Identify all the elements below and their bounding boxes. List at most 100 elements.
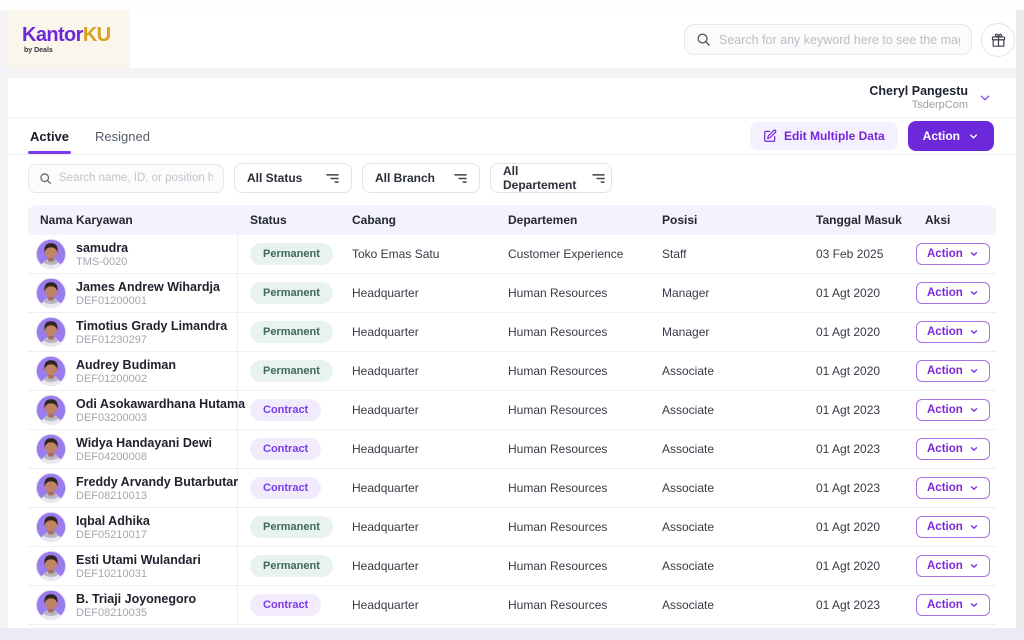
edit-multiple-data-button[interactable]: Edit Multiple Data bbox=[750, 122, 898, 150]
employee-id: DEF03200003 bbox=[76, 412, 245, 424]
row-action-button[interactable]: Action bbox=[916, 477, 990, 499]
status-cell: Permanent bbox=[238, 360, 340, 382]
employee-name-cell: Widya Handayani Dewi DEF04200008 bbox=[28, 430, 238, 468]
row-action-label: Action bbox=[927, 404, 963, 416]
chevron-down-icon bbox=[969, 600, 979, 610]
employee-name: B. Triaji Joyonegoro bbox=[76, 592, 196, 606]
avatar bbox=[36, 239, 66, 269]
row-action-button[interactable]: Action bbox=[916, 594, 990, 616]
employee-name: Timotius Grady Limandra bbox=[76, 319, 227, 333]
branch-cell: Headquarter bbox=[340, 442, 496, 456]
employee-name: Iqbal Adhika bbox=[76, 514, 150, 528]
gift-icon bbox=[990, 32, 1007, 49]
chevron-down-icon bbox=[969, 327, 979, 337]
employee-name-cell: Odi Asokawardhana Hutama DEF03200003 bbox=[28, 391, 238, 429]
row-action-button[interactable]: Action bbox=[916, 243, 990, 265]
status-badge: Permanent bbox=[250, 282, 333, 304]
scrollbar-track[interactable] bbox=[1016, 10, 1024, 628]
row-action-button[interactable]: Action bbox=[916, 360, 990, 382]
status-badge: Permanent bbox=[250, 360, 333, 382]
profile-company: TsderpCom bbox=[869, 99, 968, 111]
status-badge: Contract bbox=[250, 438, 321, 460]
chevron-down-icon bbox=[969, 405, 979, 415]
status-cell: Contract bbox=[238, 438, 340, 460]
department-cell: Human Resources bbox=[496, 520, 650, 534]
row-action-button[interactable]: Action bbox=[916, 516, 990, 538]
column-header-departemen: Departemen bbox=[496, 213, 650, 227]
row-action-button[interactable]: Action bbox=[916, 321, 990, 343]
row-action-label: Action bbox=[927, 365, 963, 377]
status-badge: Permanent bbox=[250, 321, 333, 343]
position-cell: Associate bbox=[650, 364, 804, 378]
status-badge: Contract bbox=[250, 594, 321, 616]
table-row[interactable]: Freddy Arvandy Butarbutar DEF08210013 Co… bbox=[28, 469, 996, 508]
gift-button[interactable] bbox=[981, 23, 1015, 57]
employee-name-cell: Esti Utami Wulandari DEF10210031 bbox=[28, 547, 238, 585]
employee-name-cell: Timotius Grady Limandra DEF01230297 bbox=[28, 313, 238, 351]
profile-chevron-down-icon[interactable] bbox=[978, 91, 992, 105]
column-header-tanggal-masuk: Tanggal Masuk bbox=[804, 213, 913, 227]
table-row[interactable]: James Andrew Wihardja DEF01200001 Perman… bbox=[28, 274, 996, 313]
chevron-down-icon bbox=[968, 131, 979, 142]
chevron-down-icon bbox=[969, 483, 979, 493]
row-action-button[interactable]: Action bbox=[916, 399, 990, 421]
row-action-button[interactable]: Action bbox=[916, 438, 990, 460]
status-cell: Contract bbox=[238, 477, 340, 499]
position-cell: Associate bbox=[650, 403, 804, 417]
branch-cell: Headquarter bbox=[340, 403, 496, 417]
table-row[interactable]: Widya Handayani Dewi DEF04200008 Contrac… bbox=[28, 430, 996, 469]
column-header-aksi: Aksi bbox=[913, 213, 996, 227]
filter-all-status[interactable]: All Status bbox=[234, 163, 352, 193]
search-icon bbox=[696, 32, 711, 47]
tab-resigned[interactable]: Resigned bbox=[95, 118, 150, 154]
position-cell: Manager bbox=[650, 325, 804, 339]
branch-cell: Headquarter bbox=[340, 559, 496, 573]
join-date-cell: 01 Agt 2020 bbox=[804, 364, 913, 378]
employee-name-cell: James Andrew Wihardja DEF01200001 bbox=[28, 274, 238, 312]
employee-name: Odi Asokawardhana Hutama bbox=[76, 397, 245, 411]
table-search-input[interactable] bbox=[59, 172, 213, 184]
filter-all-departement[interactable]: All Departement bbox=[490, 163, 612, 193]
employee-name-cell: Audrey Budiman DEF01200002 bbox=[28, 352, 238, 390]
global-search[interactable] bbox=[684, 24, 972, 55]
employee-name: Audrey Budiman bbox=[76, 358, 176, 372]
tab-active[interactable]: Active bbox=[30, 118, 69, 154]
branch-cell: Headquarter bbox=[340, 520, 496, 534]
employee-id: DEF08210013 bbox=[76, 490, 238, 502]
bulk-action-button[interactable]: Action bbox=[908, 121, 994, 151]
status-cell: Permanent bbox=[238, 243, 340, 265]
join-date-cell: 01 Agt 2020 bbox=[804, 286, 913, 300]
table-row[interactable]: Audrey Budiman DEF01200002 Permanent Hea… bbox=[28, 352, 996, 391]
table-row[interactable]: Odi Asokawardhana Hutama DEF03200003 Con… bbox=[28, 391, 996, 430]
department-cell: Customer Experience bbox=[496, 247, 650, 261]
chevron-down-icon bbox=[969, 249, 979, 259]
department-cell: Human Resources bbox=[496, 442, 650, 456]
filter-all-branch[interactable]: All Branch bbox=[362, 163, 480, 193]
position-cell: Associate bbox=[650, 559, 804, 573]
row-action-button[interactable]: Action bbox=[916, 555, 990, 577]
filter-lines-icon bbox=[592, 173, 605, 184]
global-search-input[interactable] bbox=[719, 33, 960, 47]
status-badge: Contract bbox=[250, 399, 321, 421]
join-date-cell: 01 Agt 2020 bbox=[804, 325, 913, 339]
chevron-down-icon bbox=[969, 561, 979, 571]
employee-name: Esti Utami Wulandari bbox=[76, 553, 201, 567]
employee-name: James Andrew Wihardja bbox=[76, 280, 220, 294]
department-cell: Human Resources bbox=[496, 325, 650, 339]
table-search[interactable] bbox=[28, 164, 224, 193]
table-row[interactable]: samudra TMS-0020 Permanent Toko Emas Sat… bbox=[28, 235, 996, 274]
toolbar: Edit Multiple Data Action bbox=[750, 121, 994, 151]
column-header-status: Status bbox=[238, 213, 340, 227]
row-action-label: Action bbox=[927, 560, 963, 572]
table-row[interactable]: B. Triaji Joyonegoro DEF08210035 Contrac… bbox=[28, 586, 996, 625]
action-cell: Action bbox=[913, 438, 996, 460]
table-row[interactable]: Timotius Grady Limandra DEF01230297 Perm… bbox=[28, 313, 996, 352]
employee-id: DEF01200002 bbox=[76, 373, 176, 385]
table-row[interactable]: Iqbal Adhika DEF05210017 Permanent Headq… bbox=[28, 508, 996, 547]
brand-logo[interactable]: KantorKU by Deals bbox=[8, 10, 130, 68]
status-cell: Permanent bbox=[238, 555, 340, 577]
row-action-button[interactable]: Action bbox=[916, 282, 990, 304]
status-cell: Contract bbox=[238, 399, 340, 421]
table-row[interactable]: Esti Utami Wulandari DEF10210031 Permane… bbox=[28, 547, 996, 586]
search-icon bbox=[39, 172, 52, 185]
